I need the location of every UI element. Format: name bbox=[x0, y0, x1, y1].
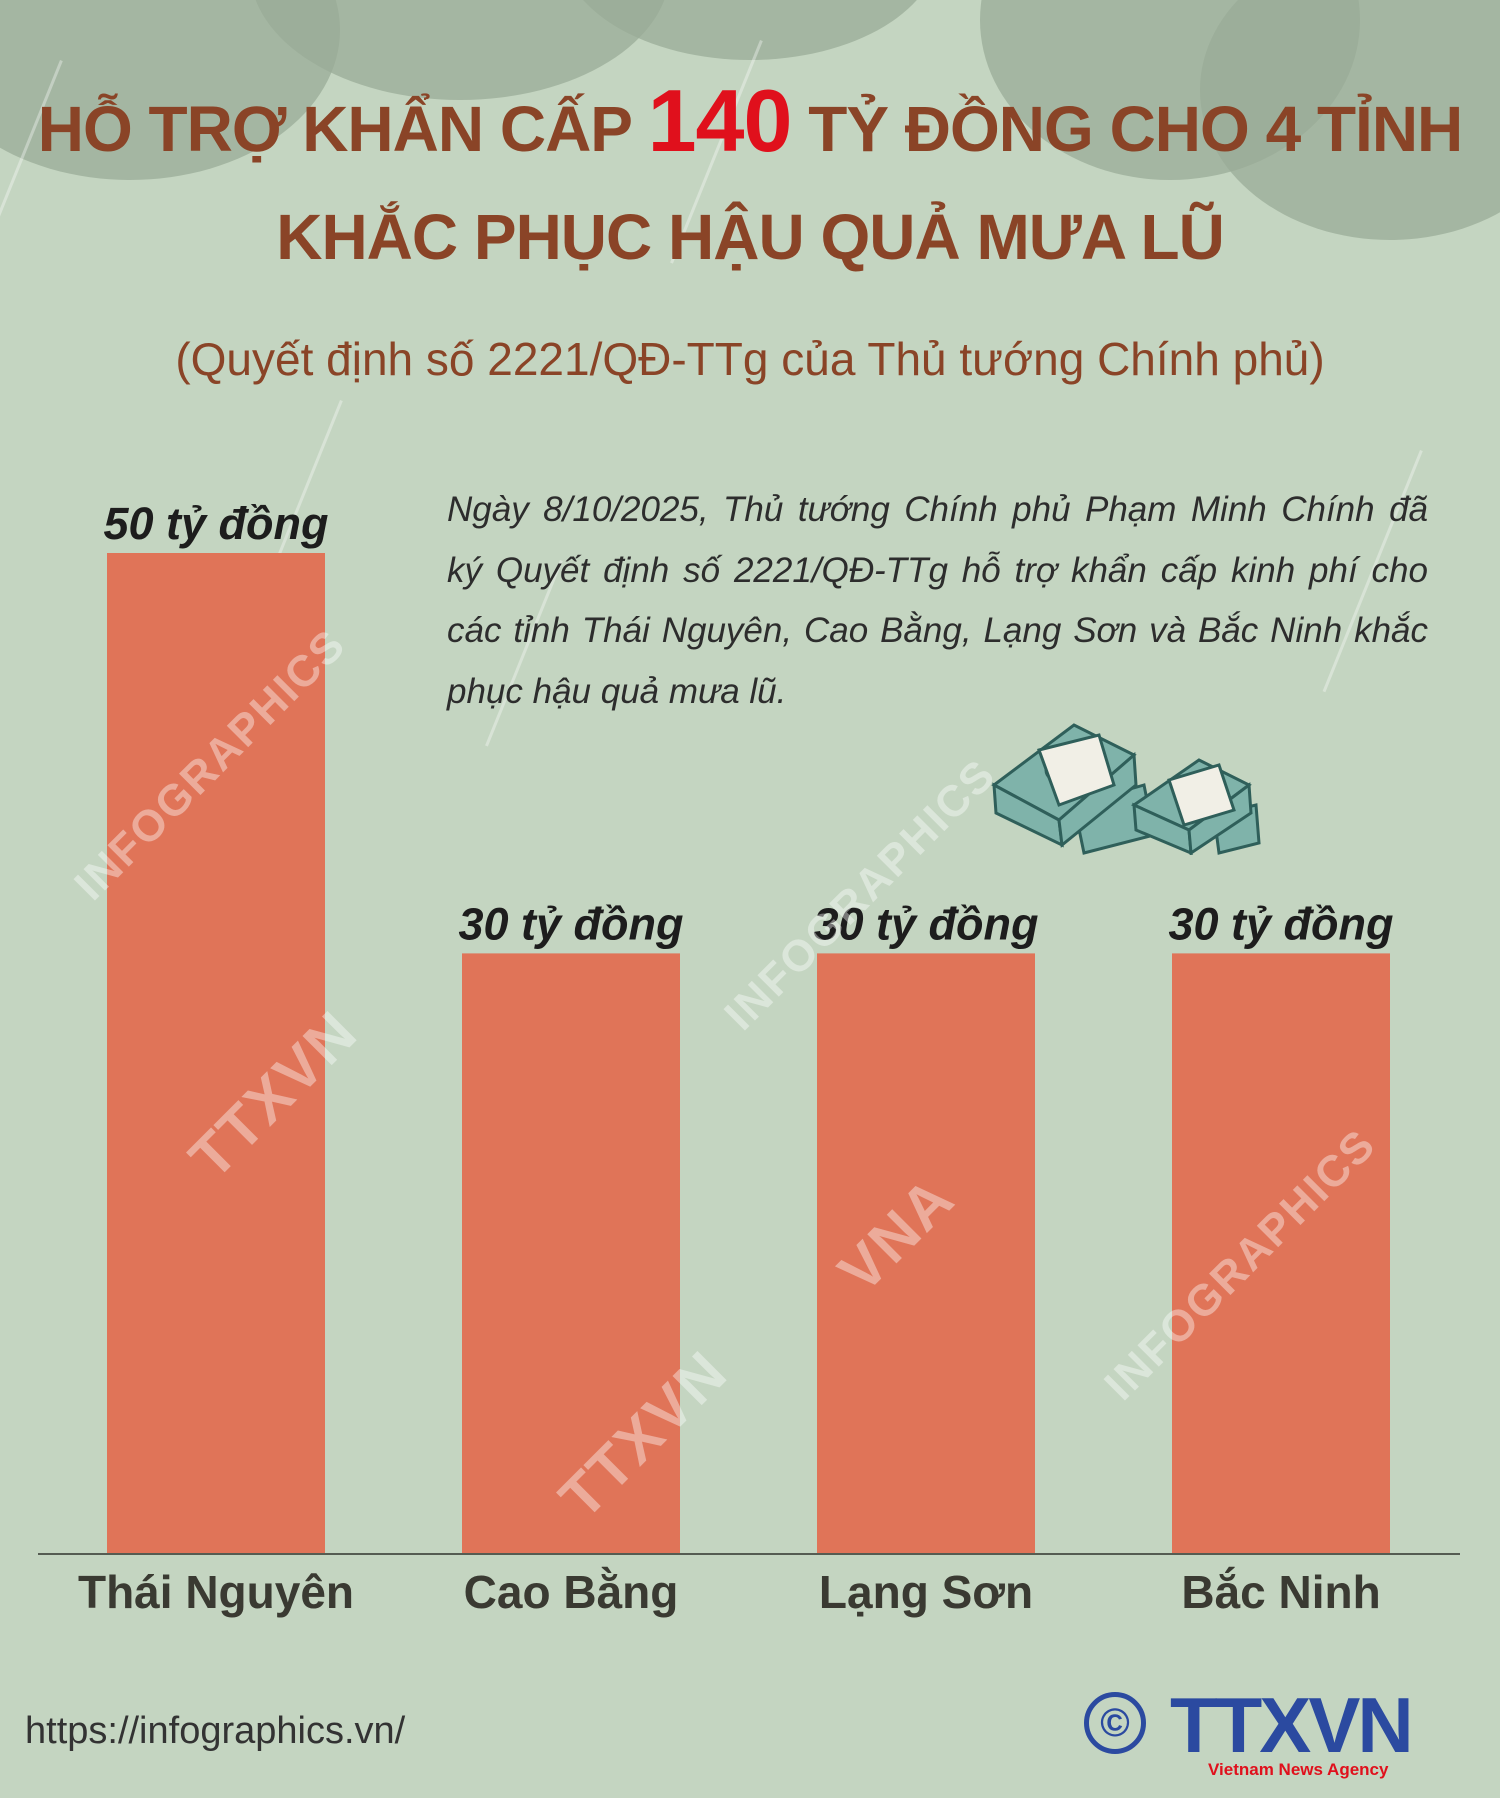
title-text: HỖ TRỢ KHẨN CẤP bbox=[37, 93, 648, 165]
copyright-icon: © bbox=[1084, 1692, 1146, 1754]
category-label: Lạng Sơn bbox=[819, 1566, 1033, 1618]
data-label: 50 tỷ đồng bbox=[103, 498, 328, 549]
bar-chart: 50 tỷ đồng Thái Nguyên 30 tỷ đồng Cao Bằng 3… bbox=[38, 498, 1460, 1618]
money-stacks-icon bbox=[991, 723, 1261, 855]
data-label: 30 tỷ đồng bbox=[813, 898, 1038, 949]
logo-text: TTXVN bbox=[1170, 1681, 1414, 1769]
bar bbox=[107, 553, 325, 1554]
page-title-line2: KHẮC PHỤC HẬU QUẢ MƯA LŨ bbox=[276, 201, 1225, 273]
data-label: 30 tỷ đồng bbox=[458, 898, 683, 949]
bar bbox=[462, 953, 680, 1554]
subtitle: (Quyết định số 2221/QĐ-TTg của Thủ tướng… bbox=[175, 333, 1325, 385]
title-text: TỶ ĐỒNG CHO 4 TỈNH bbox=[791, 93, 1463, 165]
logo-tagline: Vietnam News Agency bbox=[1208, 1760, 1389, 1779]
title-highlight-amount: 140 bbox=[647, 71, 793, 170]
category-label: Thái Nguyên bbox=[78, 1566, 354, 1618]
page-title-line1: HỖ TRỢ KHẨN CẤP 140 TỶ ĐỒNG CHO 4 TỈNH bbox=[0, 70, 1500, 172]
bar bbox=[817, 953, 1035, 1554]
source-url[interactable]: https://infographics.vn/ bbox=[25, 1710, 406, 1752]
description: Ngày 8/10/2025, Thủ tướng Chính phủ Phạm… bbox=[447, 490, 1428, 711]
data-label: 30 tỷ đồng bbox=[1168, 898, 1393, 949]
category-label: Bắc Ninh bbox=[1181, 1566, 1380, 1618]
bar bbox=[1172, 953, 1390, 1554]
category-label: Cao Bằng bbox=[464, 1566, 679, 1618]
